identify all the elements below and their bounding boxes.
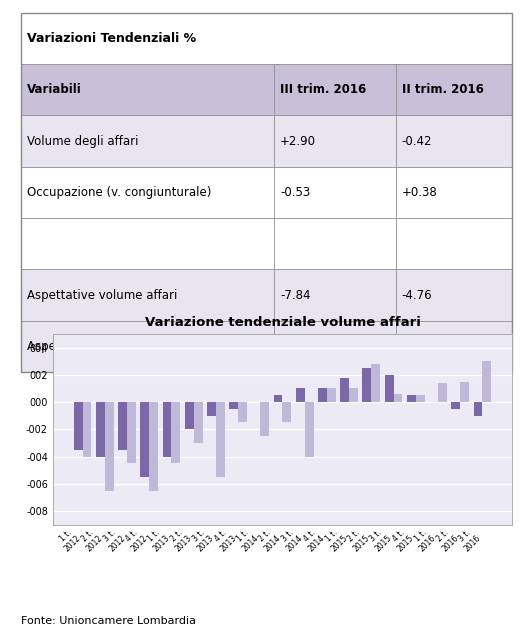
Text: -0.53: -0.53 bbox=[280, 186, 310, 199]
Bar bbox=[393, 394, 402, 402]
FancyBboxPatch shape bbox=[396, 167, 512, 218]
FancyBboxPatch shape bbox=[21, 270, 274, 321]
Bar bbox=[282, 402, 291, 422]
Bar bbox=[163, 402, 172, 457]
Text: Variabili: Variabili bbox=[27, 83, 82, 96]
Bar bbox=[172, 402, 180, 464]
FancyBboxPatch shape bbox=[274, 167, 396, 218]
Text: Volume degli affari: Volume degli affari bbox=[27, 135, 138, 148]
Text: Aspettative volume affari: Aspettative volume affari bbox=[27, 289, 177, 301]
Bar bbox=[460, 382, 469, 402]
Bar bbox=[318, 389, 327, 402]
Bar bbox=[105, 402, 114, 490]
Bar bbox=[349, 389, 358, 402]
FancyBboxPatch shape bbox=[396, 64, 512, 115]
Bar bbox=[207, 402, 216, 416]
Text: III trim. 2016: III trim. 2016 bbox=[280, 83, 366, 96]
FancyBboxPatch shape bbox=[396, 321, 512, 372]
Text: 0.00: 0.00 bbox=[280, 340, 306, 353]
Bar bbox=[96, 402, 105, 457]
Bar bbox=[149, 402, 158, 490]
FancyBboxPatch shape bbox=[396, 218, 512, 270]
Bar bbox=[438, 383, 447, 402]
FancyBboxPatch shape bbox=[274, 321, 396, 372]
Title: Variazione tendenziale volume affari: Variazione tendenziale volume affari bbox=[145, 315, 420, 329]
FancyBboxPatch shape bbox=[274, 115, 396, 167]
Bar bbox=[229, 402, 238, 409]
Bar bbox=[483, 361, 491, 402]
Text: +2.90: +2.90 bbox=[280, 135, 316, 148]
Bar bbox=[140, 402, 149, 477]
FancyBboxPatch shape bbox=[21, 167, 274, 218]
Bar bbox=[407, 395, 416, 402]
FancyBboxPatch shape bbox=[396, 270, 512, 321]
Bar bbox=[371, 364, 380, 402]
Bar bbox=[185, 402, 194, 429]
Bar bbox=[362, 368, 371, 402]
Text: Fonte: Unioncamere Lombardia: Fonte: Unioncamere Lombardia bbox=[21, 616, 196, 626]
Text: +5.00: +5.00 bbox=[402, 340, 437, 353]
FancyBboxPatch shape bbox=[21, 218, 274, 270]
Bar bbox=[385, 375, 393, 402]
Bar bbox=[296, 389, 305, 402]
Bar bbox=[474, 402, 483, 416]
Bar bbox=[416, 395, 425, 402]
Bar bbox=[260, 402, 269, 436]
Bar bbox=[127, 402, 136, 464]
Bar bbox=[340, 378, 349, 402]
Bar bbox=[327, 389, 336, 402]
FancyBboxPatch shape bbox=[21, 64, 274, 115]
Text: -7.84: -7.84 bbox=[280, 289, 310, 301]
Text: Occupazione (v. congiunturale): Occupazione (v. congiunturale) bbox=[27, 186, 211, 199]
Text: II trim. 2016: II trim. 2016 bbox=[402, 83, 484, 96]
Bar bbox=[238, 402, 247, 422]
Bar bbox=[305, 402, 314, 457]
Text: Aspettative occupazione: Aspettative occupazione bbox=[27, 340, 172, 353]
Text: -0.42: -0.42 bbox=[402, 135, 432, 148]
Text: Variazioni Tendenziali %: Variazioni Tendenziali % bbox=[27, 32, 196, 45]
Bar bbox=[118, 402, 127, 450]
FancyBboxPatch shape bbox=[274, 64, 396, 115]
FancyBboxPatch shape bbox=[21, 115, 274, 167]
Bar bbox=[216, 402, 225, 477]
FancyBboxPatch shape bbox=[274, 270, 396, 321]
Bar bbox=[451, 402, 460, 409]
Text: -4.76: -4.76 bbox=[402, 289, 432, 301]
FancyBboxPatch shape bbox=[274, 218, 396, 270]
FancyBboxPatch shape bbox=[21, 321, 274, 372]
Bar bbox=[274, 395, 282, 402]
Bar bbox=[194, 402, 203, 443]
FancyBboxPatch shape bbox=[21, 13, 512, 64]
Text: +0.38: +0.38 bbox=[402, 186, 437, 199]
FancyBboxPatch shape bbox=[396, 115, 512, 167]
Bar bbox=[74, 402, 82, 450]
Bar bbox=[82, 402, 91, 457]
